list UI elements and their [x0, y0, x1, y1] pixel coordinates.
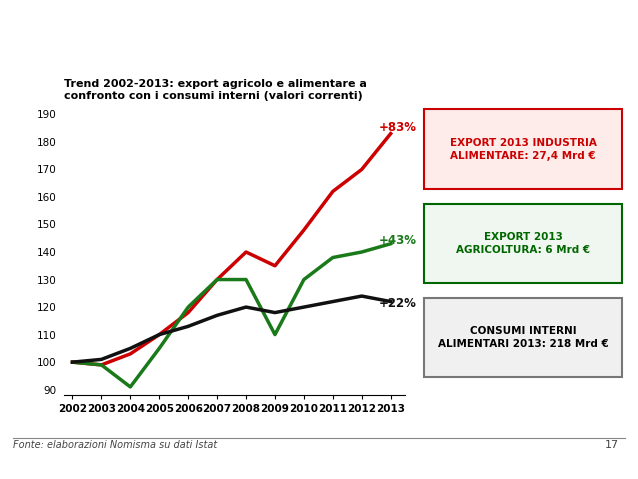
Text: 17: 17 [605, 440, 619, 450]
Text: +43%: +43% [379, 234, 417, 247]
Text: IL MERCATO ESTERO «TRAINA» LA DOMANDA DELLE IMPRESE ITALIANE: IL MERCATO ESTERO «TRAINA» LA DOMANDA DE… [84, 54, 554, 67]
Text: LA CRESCITA DEGLI SCAMBI INTERNAZIONALI È UN’OCCASIONE PER TUTTI ...: LA CRESCITA DEGLI SCAMBI INTERNAZIONALI … [64, 23, 574, 35]
Text: +83%: +83% [379, 121, 417, 134]
FancyBboxPatch shape [424, 204, 622, 283]
Text: CONSUMI INTERNI
ALIMENTARI 2013: 218 Mrd €: CONSUMI INTERNI ALIMENTARI 2013: 218 Mrd… [438, 326, 609, 349]
FancyBboxPatch shape [424, 109, 622, 189]
FancyBboxPatch shape [424, 298, 622, 377]
Text: Trend 2002-2013: export agricolo e alimentare a
confronto con i consumi interni : Trend 2002-2013: export agricolo e alime… [64, 79, 367, 101]
Text: +22%: +22% [379, 297, 417, 310]
Text: EXPORT 2013 INDUSTRIA
ALIMENTARE: 27,4 Mrd €: EXPORT 2013 INDUSTRIA ALIMENTARE: 27,4 M… [450, 137, 597, 161]
Text: EXPORT 2013
AGRICOLTURA: 6 Mrd €: EXPORT 2013 AGRICOLTURA: 6 Mrd € [456, 232, 590, 255]
Text: Fonte: elaborazioni Nomisma su dati Istat: Fonte: elaborazioni Nomisma su dati Ista… [13, 440, 217, 450]
